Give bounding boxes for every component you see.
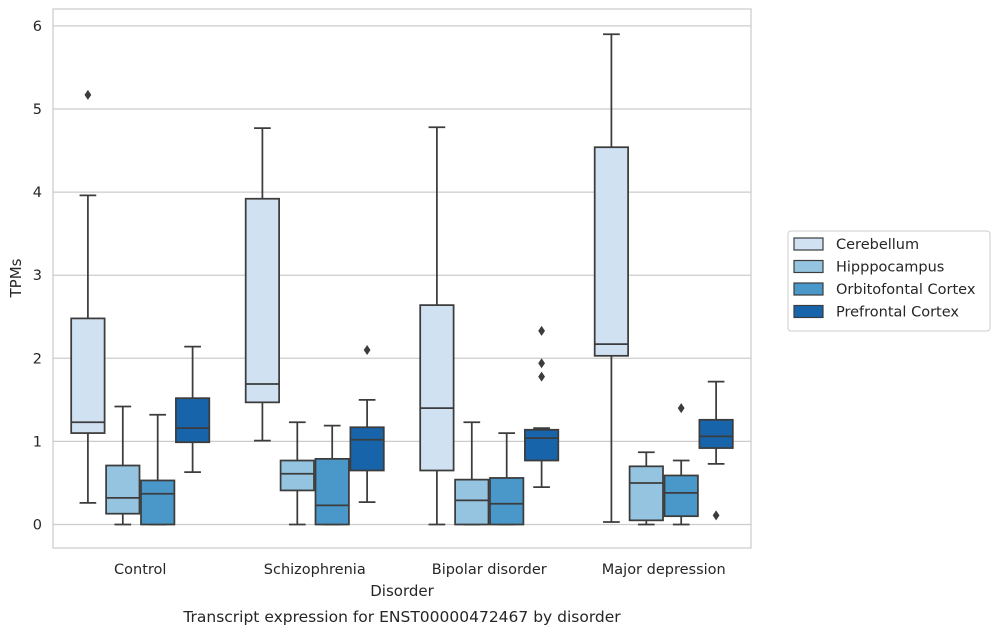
- box-plot-marks: [70, 33, 734, 526]
- box-body: [279, 459, 315, 492]
- outlier-point: [84, 89, 92, 100]
- legend-swatch: [793, 259, 824, 274]
- box-hipppocampus: [628, 451, 664, 526]
- legend-label: Prefrontal Cortex: [836, 305, 959, 321]
- box-body: [419, 304, 455, 472]
- x-axis-label: Disorder: [370, 582, 434, 600]
- x-tick-label: Major depression: [602, 562, 726, 578]
- legend-frame: [787, 230, 991, 332]
- box-prefrontal-cortex: [524, 325, 560, 488]
- outlier-point: [363, 344, 371, 355]
- box-body: [175, 397, 211, 444]
- y-tick-label: 6: [33, 19, 42, 35]
- box-prefrontal-cortex: [349, 344, 385, 503]
- legend-label: Orbitofontal Cortex: [836, 282, 976, 298]
- box-body: [524, 428, 560, 462]
- box-hipppocampus: [454, 421, 490, 526]
- box-body: [698, 418, 734, 449]
- y-tick-label: 3: [33, 268, 42, 284]
- x-tick-label: Schizophrenia: [264, 562, 366, 578]
- outlier-point: [712, 510, 720, 521]
- box-hipppocampus: [105, 405, 141, 526]
- box-body: [140, 479, 176, 526]
- box-body: [593, 146, 629, 357]
- gridlines: [53, 25, 751, 526]
- box-prefrontal-cortex: [698, 380, 734, 521]
- box-orbitofontal-cortex: [314, 424, 350, 526]
- box-cerebellum: [593, 33, 629, 523]
- y-tick-label: 4: [33, 185, 42, 201]
- outlier-point: [538, 325, 545, 336]
- box-cerebellum: [419, 126, 455, 526]
- y-tick-label: 0: [33, 518, 42, 534]
- legend-swatch: [793, 282, 824, 296]
- y-tick-label: 1: [33, 434, 42, 450]
- box-orbitofontal-cortex: [663, 403, 699, 526]
- legend-swatch: [793, 304, 824, 319]
- box-body: [454, 478, 490, 526]
- box-cerebellum: [244, 127, 280, 442]
- y-tick-label: 2: [33, 351, 42, 367]
- y-tick-labels: 0 1 2 3 4 5 6: [33, 19, 42, 534]
- x-tick-label: Bipolar disorder: [432, 562, 547, 578]
- box-body: [628, 465, 664, 522]
- box-body: [489, 477, 525, 526]
- chart-caption: Transcript expression for ENST0000047246…: [182, 608, 621, 626]
- box-orbitofontal-cortex: [140, 413, 176, 526]
- box-prefrontal-cortex: [175, 345, 211, 474]
- outlier-point: [677, 403, 685, 414]
- box-hipppocampus: [279, 421, 315, 526]
- box-body: [314, 457, 350, 526]
- box-orbitofontal-cortex: [489, 432, 525, 526]
- box-cerebellum: [70, 89, 106, 504]
- x-tick-labels: Control Schizophrenia Bipolar disorder Majo…: [114, 562, 726, 578]
- box-body: [70, 317, 106, 434]
- legend: Cerebellum Hipppocampus Orbitofontal Corte…: [787, 230, 991, 332]
- box-body: [349, 426, 385, 472]
- outlier-point: [538, 371, 545, 382]
- y-tick-label: 5: [33, 102, 42, 118]
- box-body: [663, 474, 699, 518]
- outlier-point: [538, 358, 545, 369]
- y-axis-label: TPMs: [7, 258, 25, 298]
- plot-frame: [52, 8, 752, 549]
- box-body: [244, 197, 280, 404]
- legend-label: Cerebellum: [836, 237, 919, 253]
- box-body: [105, 464, 141, 515]
- legend-label: Hipppocampus: [836, 260, 944, 276]
- legend-swatch: [793, 237, 824, 251]
- x-tick-label: Control: [114, 562, 166, 578]
